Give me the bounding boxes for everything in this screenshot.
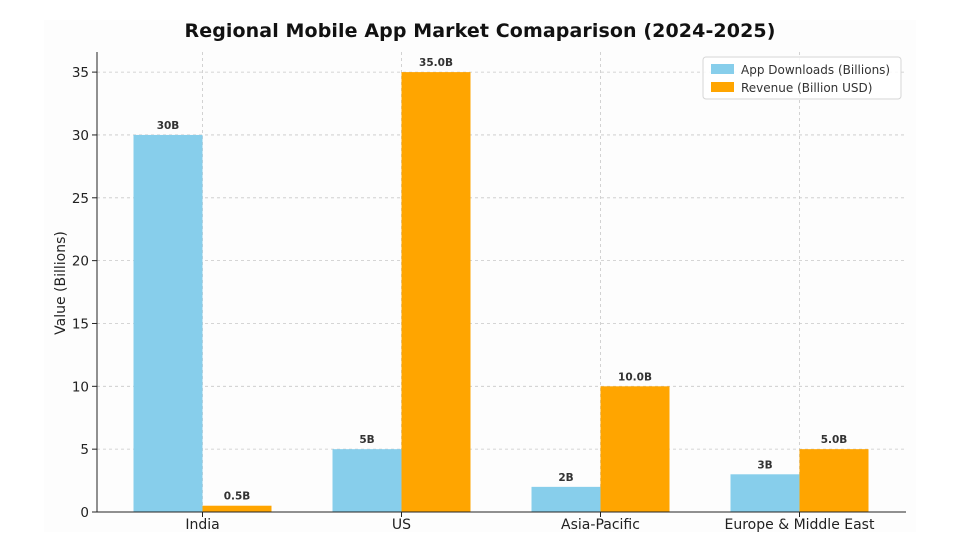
data-label: 35.0B (419, 57, 453, 69)
axes: 0 5 10 15 20 25 30 35 India US Asia-Pacific Europe … (72, 52, 906, 533)
legend-label: Revenue (Billion USD) (741, 81, 872, 95)
bar (401, 72, 471, 513)
legend-swatch (711, 82, 734, 92)
bar (531, 486, 601, 512)
data-label: 5B (359, 434, 374, 446)
y-tick-label: 20 (72, 254, 89, 270)
data-label: 30B (157, 120, 180, 132)
grid-lines (97, 52, 906, 513)
data-label: 2B (558, 472, 573, 484)
x-tick-label: US (392, 517, 411, 533)
y-tick-label: 25 (72, 191, 89, 207)
bar (202, 505, 272, 512)
bar (730, 474, 800, 512)
bar (332, 449, 402, 512)
y-tick-label: 5 (80, 442, 89, 458)
legend-box (702, 56, 902, 100)
y-tick-label: 15 (72, 316, 89, 332)
data-label: 10.0B (618, 371, 652, 383)
legend-label: App Downloads (Billions) (741, 63, 890, 77)
data-label: 5.0B (821, 434, 848, 446)
legend: App Downloads (Billions) Revenue (Billion… (702, 56, 902, 100)
x-tick-label: Europe & Middle East (725, 517, 875, 533)
y-axis-label: Value (Billions) (53, 231, 69, 335)
bar (799, 449, 869, 512)
legend-swatch (711, 64, 734, 74)
x-tick-label: India (185, 517, 219, 533)
bar (600, 386, 670, 512)
y-tick-label: 35 (72, 65, 89, 81)
bars (133, 72, 869, 513)
y-tick-label: 10 (72, 379, 89, 395)
chart-title: Regional Mobile App Market Comaparison (… (184, 20, 776, 42)
data-label: 3B (757, 459, 772, 471)
x-tick-label: Asia-Pacific (561, 517, 640, 533)
y-tick-label: 30 (72, 128, 89, 144)
bar (133, 134, 203, 513)
data-labels: 30B 5B 2B 3B 0.5B 35.0B 10.0B 5.0B (157, 57, 848, 503)
data-label: 0.5B (224, 491, 251, 503)
y-tick-label: 0 (80, 505, 89, 521)
